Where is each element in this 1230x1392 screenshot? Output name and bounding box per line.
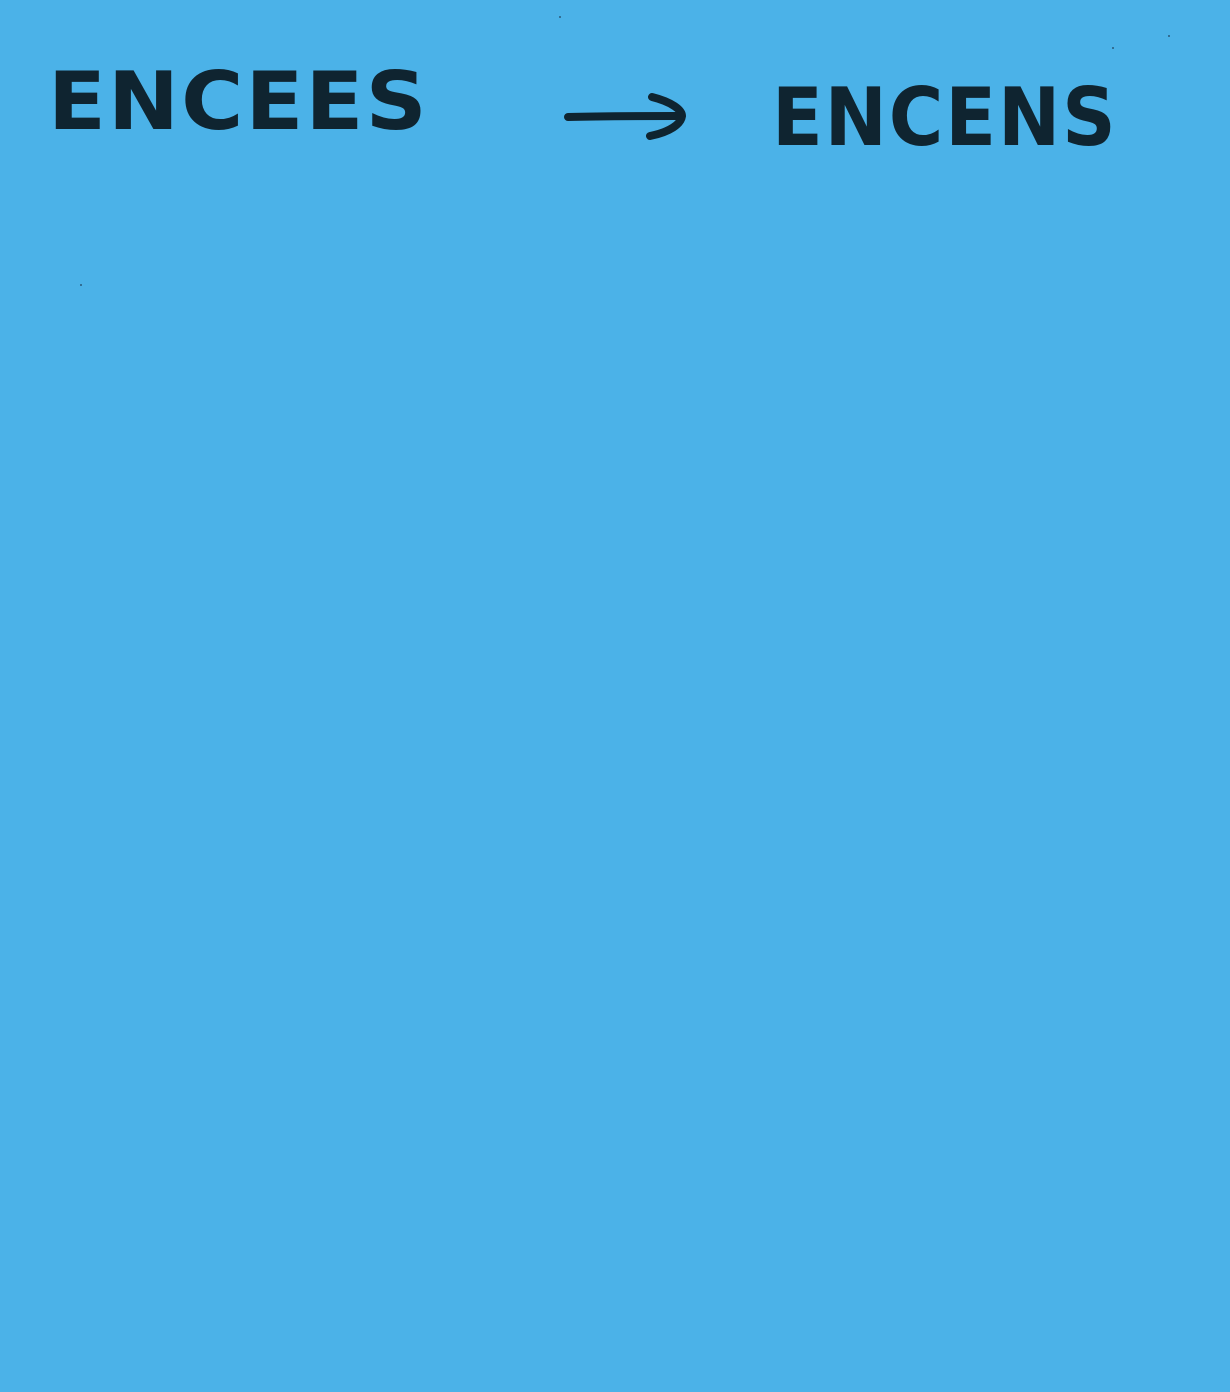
paper-speck	[1168, 35, 1170, 37]
paper-speck	[80, 284, 82, 286]
paper-speck	[1112, 47, 1114, 49]
source-word: ENCEES	[48, 55, 429, 148]
target-word: ENCENS	[772, 71, 1118, 164]
paper-speck	[559, 16, 561, 18]
right-arrow-icon	[564, 93, 686, 140]
